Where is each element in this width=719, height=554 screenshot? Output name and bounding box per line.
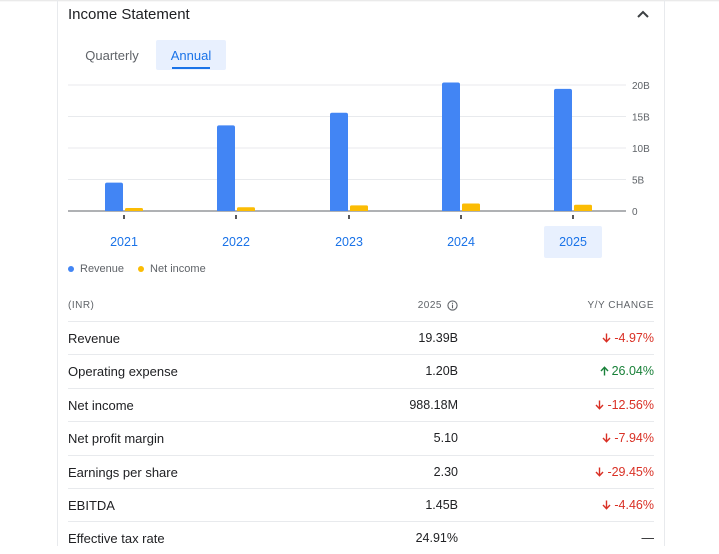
revenue-bar [217,125,235,211]
revenue-bar [554,88,572,211]
net-income-bar [125,208,143,211]
arrow-down-icon [595,467,604,477]
arrow-up-icon [600,366,609,376]
year-label[interactable]: 2021 [110,235,138,249]
row-divider [68,354,654,356]
row-value: 5.10 [433,431,458,446]
arrow-down-icon [602,433,611,443]
row-label: Operating expense [68,364,178,380]
income-chart: 0 5B 10B 15B 20B 2021 2022 2023 2024 2025 [68,81,650,249]
y-tick-label: 20B [632,81,650,92]
income-statement-card [57,0,665,546]
net-income-dot-icon [138,266,145,272]
net-income-bar [237,207,255,211]
net-income-bar [574,204,592,211]
info-icon[interactable] [447,300,458,311]
row-divider [68,488,654,489]
revenue-dot-icon [68,266,74,272]
row-change: -4.46% [602,498,654,512]
row-change-value: -12.56% [607,397,654,412]
legend-net-income: Net income [138,263,206,275]
currency-header: (INR) [68,300,95,311]
row-divider [68,421,654,423]
y-tick-label: 15B [632,113,650,124]
row-value: 19.39B [418,331,458,345]
year-label[interactable]: 2022 [222,235,250,249]
chevron-up-icon[interactable] [636,8,650,20]
year-header-label: 2025 [417,300,442,311]
row-change: -7.94% [602,431,654,445]
table-row: Operating expense 1.20B 26.04% [68,354,654,387]
row-divider [68,321,654,322]
arrow-down-icon [602,500,611,510]
table-header: (INR) 2025 Y/Y CHANGE [68,298,654,314]
row-change: -12.56% [595,398,654,412]
row-label: Net income [68,397,134,413]
row-label: EBITDA [68,498,115,513]
row-value: 1.45B [425,498,458,512]
row-value: 1.20B [425,364,458,379]
row-divider [68,387,654,389]
row-value: 24.91% [415,531,458,546]
section-title: Income Statement [68,6,190,23]
row-value: 2.30 [433,464,458,479]
tab-quarterly[interactable]: Quarterly [71,40,153,70]
row-change: -29.45% [595,465,654,479]
tab-quarterly-label: Quarterly [85,47,139,63]
revenue-bar [330,112,348,211]
row-change-value: 26.04% [611,364,654,379]
y-tick-label: 0 [632,207,638,218]
table-row: Net profit margin 5.10 -7.94% [68,421,654,454]
arrow-down-icon [595,400,604,410]
legend-revenue: Revenue [68,263,124,275]
row-divider [68,454,654,456]
change-header: Y/Y CHANGE [587,300,654,311]
row-change: 26.04% [600,364,654,378]
y-tick-label: 10B [632,144,650,155]
row-value: 988.18M [409,397,458,412]
tab-active-indicator [172,67,210,69]
table-row: Earnings per share 2.30 -29.45% [68,454,654,488]
net-income-bar [350,205,368,211]
selected-year-highlight [544,226,602,258]
table-row: EBITDA 1.45B -4.46% [68,488,654,521]
chart-legend: Revenue Net income [68,263,220,275]
net-income-bar [462,203,480,211]
year-label[interactable]: 2024 [447,235,475,249]
year-header: 2025 [418,300,458,311]
row-divider [68,521,654,523]
table-row: Effective tax rate 24.91% — [68,521,654,554]
row-change-value: -4.46% [614,498,654,512]
revenue-bar [105,182,123,211]
row-change: — [642,531,655,545]
legend-net-income-label: Net income [150,263,206,275]
legend-revenue-label: Revenue [80,263,125,275]
table-row: Net income 988.18M -12.56% [68,387,654,421]
top-shadow [0,0,719,2]
year-label[interactable]: 2025 [559,235,587,249]
revenue-bar [442,82,460,211]
row-change: -4.97% [602,331,654,345]
row-label: Net profit margin [68,431,165,447]
year-label[interactable]: 2023 [335,235,363,249]
row-change-value: -29.45% [607,464,654,479]
y-tick-label: 5B [632,176,645,187]
arrow-down-icon [602,333,611,343]
row-change-value: -7.94% [614,431,654,446]
tab-annual[interactable]: Annual [156,40,226,70]
row-label: Earnings per share [68,464,178,480]
tab-annual-label: Annual [170,47,212,63]
table-row: Revenue 19.39B -4.97% [68,321,654,354]
row-change-value: — [641,531,655,546]
row-label: Revenue [68,331,121,346]
row-change-value: -4.97% [614,331,654,345]
row-label: Effective tax rate [68,531,165,547]
